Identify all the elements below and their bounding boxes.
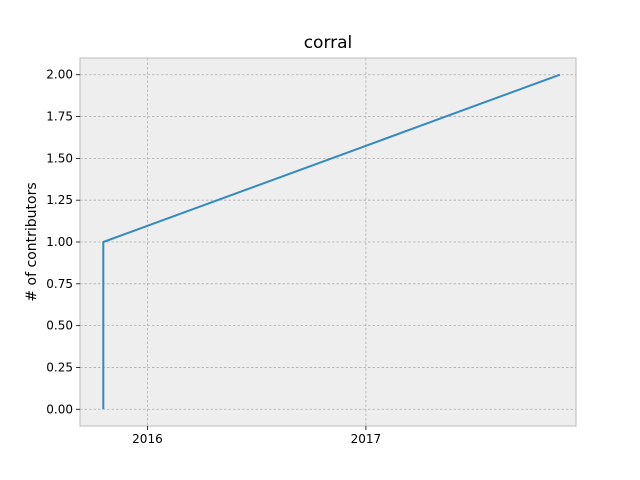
y-tick-label: 0.50	[46, 319, 73, 333]
y-tick-label: 2.00	[46, 68, 73, 82]
x-axis-ticks: 2016 2017	[132, 426, 381, 446]
x-tick-label: 2016	[132, 432, 163, 446]
series-layer	[102, 73, 561, 410]
y-tick-label: 1.50	[46, 151, 73, 165]
series-line	[102, 73, 561, 410]
y-tick-label: 0.00	[46, 402, 73, 416]
y-tick-label: 1.75	[46, 110, 73, 124]
y-axis-label: # of contributors	[24, 182, 40, 301]
y-tick-label: 1.00	[46, 235, 73, 249]
y-tick-label: 0.25	[46, 360, 73, 374]
x-tick-label: 2017	[351, 432, 382, 446]
chart-title: corral	[304, 33, 353, 53]
grid-lines	[80, 58, 576, 426]
y-axis-ticks: 0.00 0.25 0.50 0.75 1.00 1.25 1.50 1.75 2.00	[46, 68, 80, 416]
y-tick-label: 0.75	[46, 277, 73, 291]
y-tick-label: 1.25	[46, 193, 73, 207]
